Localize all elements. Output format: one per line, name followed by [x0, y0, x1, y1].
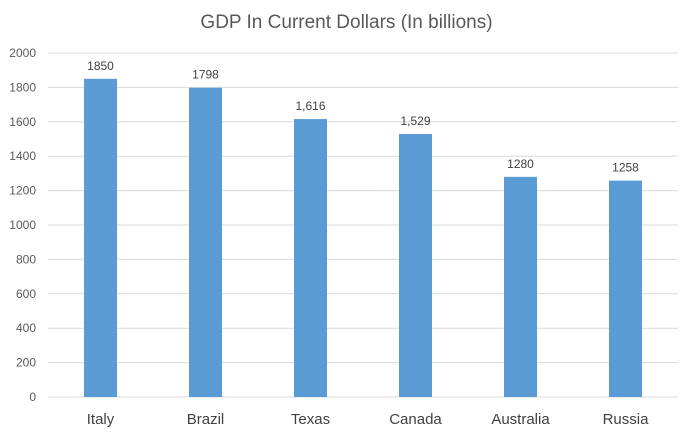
data-labels: 1850 1798 1,616 1,529 1280 1258 [87, 59, 639, 175]
y-axis-ticks: 0 200 400 600 800 1000 1200 1400 1600 1800 2000 [9, 46, 36, 404]
data-label-russia: 1258 [612, 161, 639, 175]
data-label-canada: 1,529 [400, 114, 430, 128]
bar-russia [609, 180, 642, 397]
bar-australia [504, 176, 537, 397]
y-tick-label: 2000 [9, 46, 36, 60]
y-tick-label: 800 [16, 252, 36, 266]
y-tick-label: 600 [16, 287, 36, 301]
bars [84, 78, 642, 398]
gridlines [48, 52, 678, 398]
data-label-italy: 1850 [87, 59, 114, 73]
chart-title: GDP In Current Dollars (In billions) [200, 12, 493, 33]
x-axis-ticks: Italy Brazil Texas Canada Australia Russia [87, 411, 649, 428]
x-tick-label-australia: Australia [491, 411, 550, 428]
data-label-australia: 1280 [507, 157, 534, 171]
x-tick-label-texas: Texas [291, 411, 330, 428]
bar-italy [84, 78, 117, 398]
bar-brazil [189, 87, 222, 397]
x-tick-label-russia: Russia [603, 411, 650, 428]
x-tick-label-brazil: Brazil [187, 411, 225, 428]
y-tick-label: 1200 [9, 184, 36, 198]
bar-canada [399, 134, 432, 397]
x-tick-label-italy: Italy [87, 411, 115, 428]
y-tick-label: 200 [16, 356, 36, 370]
y-tick-label: 400 [16, 321, 36, 335]
y-tick-label: 1400 [9, 149, 36, 163]
x-tick-label-canada: Canada [389, 411, 442, 428]
y-tick-label: 1800 [9, 80, 36, 94]
y-tick-label: 1000 [9, 218, 36, 232]
data-label-brazil: 1798 [192, 68, 219, 82]
y-tick-label: 0 [29, 390, 36, 404]
y-tick-label: 1600 [9, 115, 36, 129]
data-label-texas: 1,616 [295, 99, 325, 113]
bar-texas [294, 119, 327, 397]
